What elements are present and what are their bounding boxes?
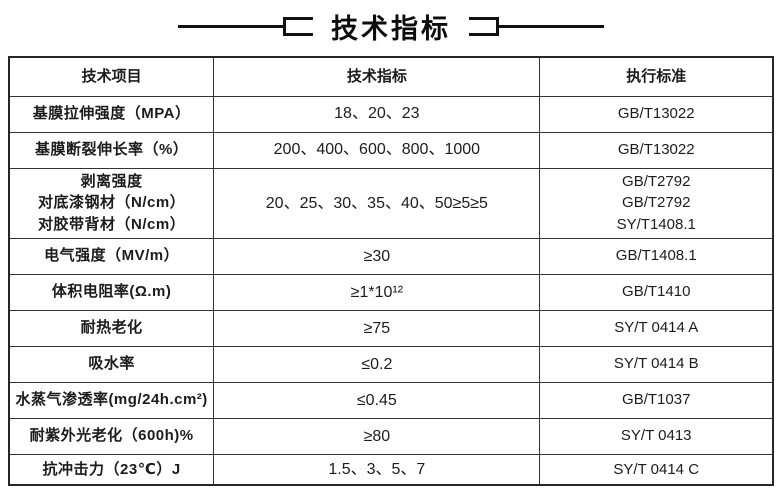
item-cell: 基膜拉伸强度（MPA） — [8, 95, 215, 133]
table-row: 剥离强度 对底漆钢材（N/cm） 对胶带背材（N/cm） 20、25、30、35… — [8, 167, 774, 239]
indicator-cell: ≥75 — [213, 309, 541, 347]
header-item: 技术项目 — [8, 56, 215, 97]
standard-cell: SY/T 0414 B — [539, 345, 774, 383]
table-row: 吸水率 ≤0.2 SY/T 0414 B — [8, 345, 774, 383]
standard-cell: GB/T2792 GB/T2792 SY/T1408.1 — [539, 167, 774, 239]
header-standard: 执行标准 — [539, 56, 774, 97]
indicator-cell: ≥1*10¹² — [213, 273, 541, 311]
item-cell: 吸水率 — [8, 345, 215, 383]
indicator-cell: 20、25、30、35、40、50≥5≥5 — [213, 167, 541, 239]
indicator-cell: 200、400、600、800、1000 — [213, 131, 541, 169]
table-row: 耐热老化 ≥75 SY/T 0414 A — [8, 309, 774, 347]
standard-cell: SY/T 0414 A — [539, 309, 774, 347]
table-row: 基膜断裂伸长率（%） 200、400、600、800、1000 GB/T1302… — [8, 131, 774, 169]
item-cell: 电气强度（MV/m） — [8, 237, 215, 275]
indicator-cell: 1.5、3、5、7 — [213, 453, 541, 486]
indicator-cell: ≤0.45 — [213, 381, 541, 419]
bracket-right-icon — [469, 16, 499, 36]
table-row: 耐紫外光老化（600h)% ≥80 SY/T 0413 — [8, 417, 774, 455]
spec-table: 技术项目 技术指标 执行标准 基膜拉伸强度（MPA） 18、20、23 GB/T… — [8, 56, 774, 487]
title-banner: 技术指标 — [0, 0, 782, 52]
item-cell: 水蒸气渗透率(mg/24h.cm²) — [8, 381, 215, 419]
table-row: 体积电阻率(Ω.m) ≥1*10¹² GB/T1410 — [8, 273, 774, 311]
indicator-cell: ≤0.2 — [213, 345, 541, 383]
item-cell: 抗冲击力（23℃）J — [8, 453, 215, 486]
standard-cell: GB/T13022 — [539, 131, 774, 169]
item-cell: 耐热老化 — [8, 309, 215, 347]
table-header-row: 技术项目 技术指标 执行标准 — [8, 56, 774, 97]
header-indicator: 技术指标 — [213, 56, 541, 97]
bracket-left-icon — [283, 16, 313, 36]
indicator-cell: ≥30 — [213, 237, 541, 275]
page-title: 技术指标 — [331, 13, 451, 44]
item-cell: 剥离强度 对底漆钢材（N/cm） 对胶带背材（N/cm） — [8, 167, 215, 239]
spec-table-container: 技术项目 技术指标 执行标准 基膜拉伸强度（MPA） 18、20、23 GB/T… — [0, 52, 782, 487]
indicator-cell: 18、20、23 — [213, 95, 541, 133]
table-row: 抗冲击力（23℃）J 1.5、3、5、7 SY/T 0414 C — [8, 453, 774, 486]
item-cell: 体积电阻率(Ω.m) — [8, 273, 215, 311]
indicator-cell: ≥80 — [213, 417, 541, 455]
standard-cell: GB/T1408.1 — [539, 237, 774, 275]
standard-cell: SY/T 0413 — [539, 417, 774, 455]
table-row: 水蒸气渗透率(mg/24h.cm²) ≤0.45 GB/T1037 — [8, 381, 774, 419]
standard-cell: SY/T 0414 C — [539, 453, 774, 486]
standard-cell: GB/T13022 — [539, 95, 774, 133]
standard-cell: GB/T1037 — [539, 381, 774, 419]
title-left-rule — [178, 24, 284, 28]
item-cell: 耐紫外光老化（600h)% — [8, 417, 215, 455]
table-row: 电气强度（MV/m） ≥30 GB/T1408.1 — [8, 237, 774, 275]
title-right-rule — [498, 24, 604, 28]
item-cell: 基膜断裂伸长率（%） — [8, 131, 215, 169]
standard-cell: GB/T1410 — [539, 273, 774, 311]
table-row: 基膜拉伸强度（MPA） 18、20、23 GB/T13022 — [8, 95, 774, 133]
